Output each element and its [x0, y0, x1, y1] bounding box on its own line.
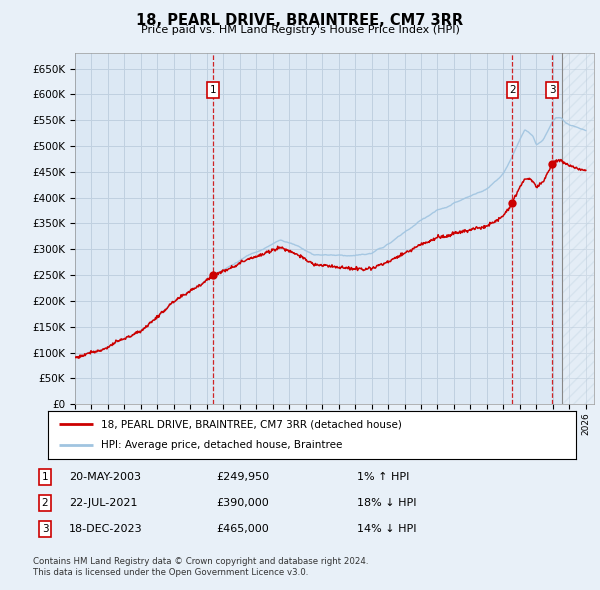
Text: 1% ↑ HPI: 1% ↑ HPI	[357, 472, 409, 481]
Text: 14% ↓ HPI: 14% ↓ HPI	[357, 525, 416, 534]
Text: HPI: Average price, detached house, Braintree: HPI: Average price, detached house, Brai…	[101, 441, 342, 451]
Text: 18, PEARL DRIVE, BRAINTREE, CM7 3RR (detached house): 18, PEARL DRIVE, BRAINTREE, CM7 3RR (det…	[101, 419, 401, 429]
Text: 18-DEC-2023: 18-DEC-2023	[69, 525, 143, 534]
Bar	[562, 53, 594, 404]
Text: £390,000: £390,000	[216, 498, 269, 507]
Text: 18% ↓ HPI: 18% ↓ HPI	[357, 498, 416, 507]
Text: 22-JUL-2021: 22-JUL-2021	[69, 498, 137, 507]
Text: 2: 2	[509, 85, 516, 95]
Text: 2: 2	[41, 498, 49, 507]
Text: £465,000: £465,000	[216, 525, 269, 534]
Text: 20-MAY-2003: 20-MAY-2003	[69, 472, 141, 481]
Text: 18, PEARL DRIVE, BRAINTREE, CM7 3RR: 18, PEARL DRIVE, BRAINTREE, CM7 3RR	[136, 13, 464, 28]
Text: 3: 3	[549, 85, 556, 95]
Text: 3: 3	[41, 525, 49, 534]
Text: Contains HM Land Registry data © Crown copyright and database right 2024.: Contains HM Land Registry data © Crown c…	[33, 557, 368, 566]
Text: Price paid vs. HM Land Registry's House Price Index (HPI): Price paid vs. HM Land Registry's House …	[140, 25, 460, 35]
Text: 1: 1	[41, 472, 49, 481]
Text: 1: 1	[210, 85, 217, 95]
Text: £249,950: £249,950	[216, 472, 269, 481]
Text: This data is licensed under the Open Government Licence v3.0.: This data is licensed under the Open Gov…	[33, 568, 308, 577]
Bar	[562, 53, 594, 404]
